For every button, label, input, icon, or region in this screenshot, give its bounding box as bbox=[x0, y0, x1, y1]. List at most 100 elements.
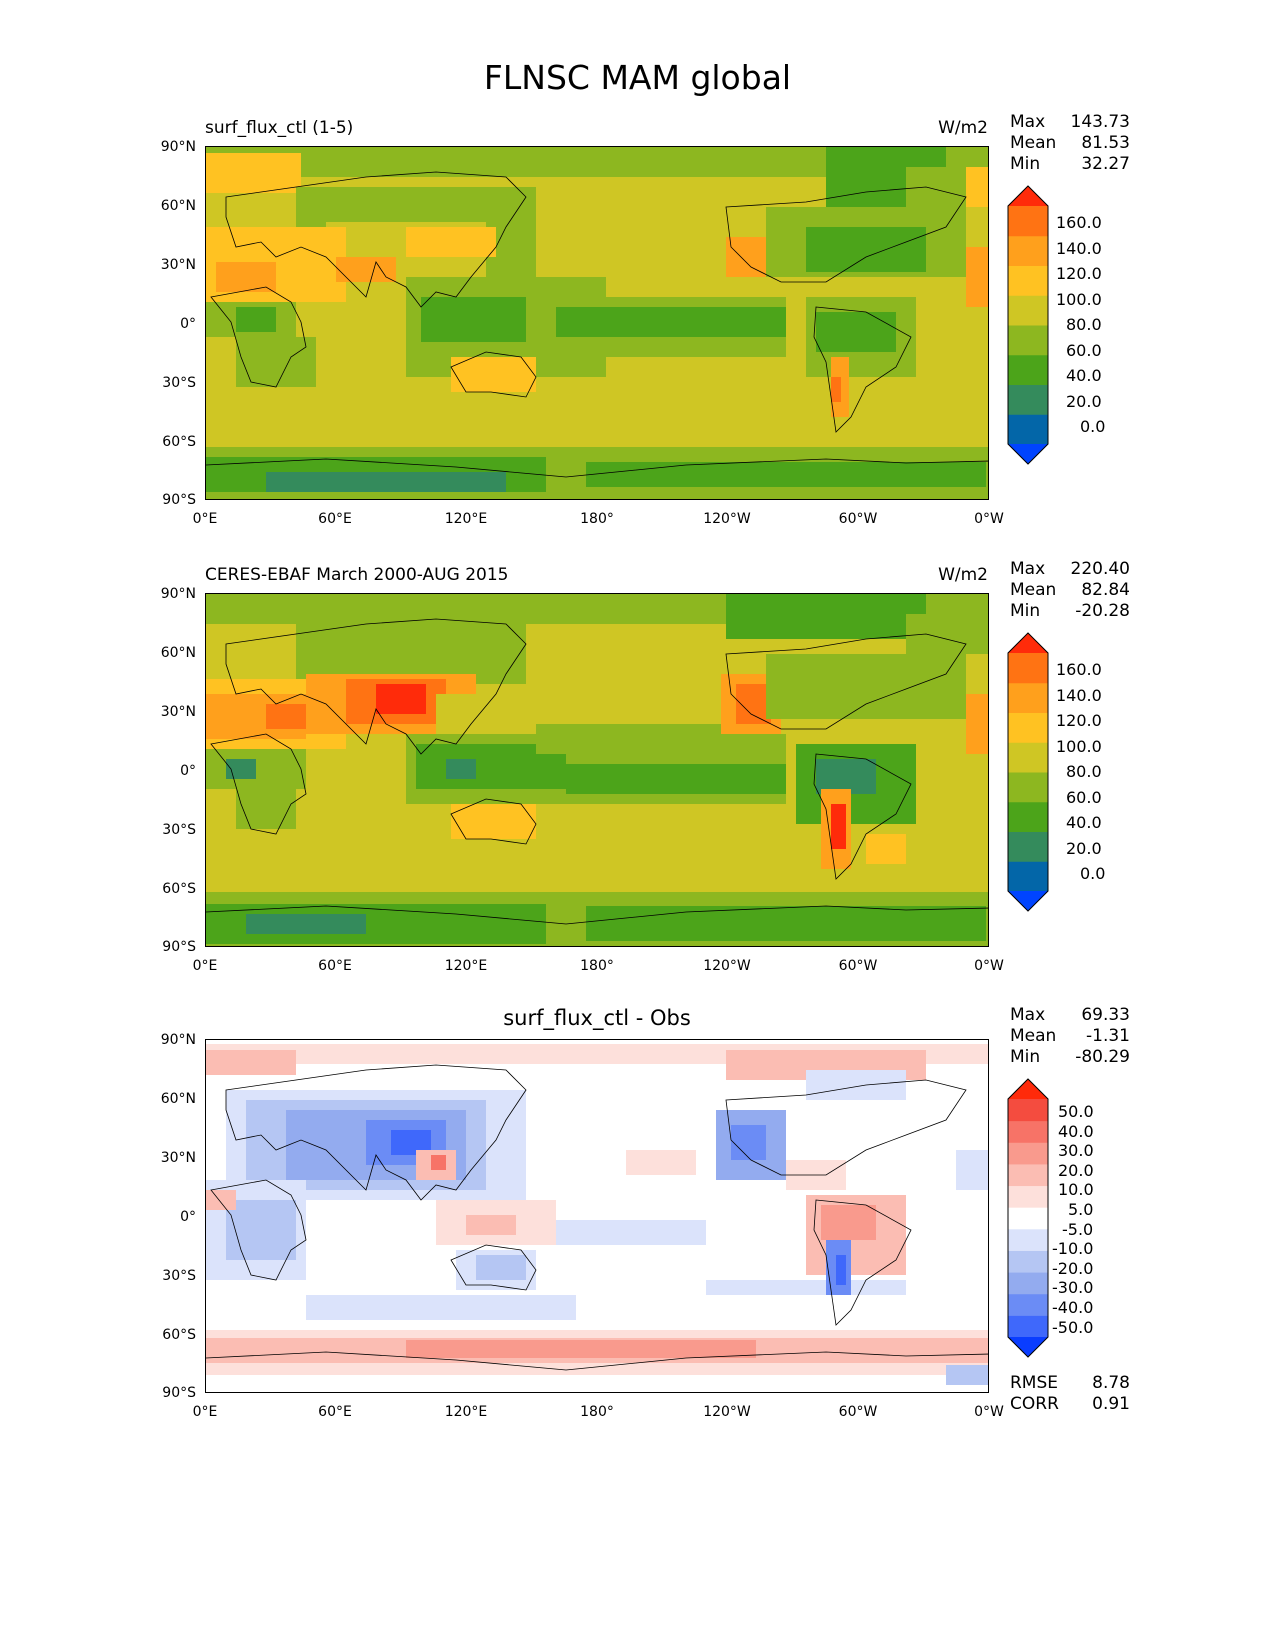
panel3-cbar-label: 50.0 bbox=[1058, 1102, 1094, 1121]
panel3-map bbox=[205, 1039, 989, 1393]
panel1-colorbar-svg bbox=[1007, 185, 1049, 465]
panel3-colorbar bbox=[1007, 1078, 1050, 1359]
panel3-lon-tick: 0°W bbox=[974, 1404, 1004, 1420]
panel3-lat-tick: 0° bbox=[180, 1209, 196, 1225]
panel3-lon-tick: 60°W bbox=[838, 1404, 878, 1420]
colorbar-segment bbox=[1008, 1120, 1048, 1143]
panel2-cbar-label: 60.0 bbox=[1066, 788, 1102, 807]
colorbar-segment bbox=[1008, 831, 1048, 862]
panel2-cbar-label: 140.0 bbox=[1056, 686, 1102, 705]
panel3-lat-tick: 60°N bbox=[160, 1091, 196, 1107]
colorbar-extend-min bbox=[1008, 444, 1048, 464]
panel3-lat-tick: 90°N bbox=[160, 1032, 196, 1048]
panel2-units: W/m2 bbox=[938, 565, 988, 585]
panel3-colorbar-svg bbox=[1007, 1078, 1049, 1358]
colorbar-segment bbox=[1008, 1185, 1048, 1208]
panel3-lat-tick: 30°N bbox=[160, 1150, 196, 1166]
panel1-colorbar bbox=[1007, 185, 1050, 466]
panel1-cbar-label: 120.0 bbox=[1056, 264, 1102, 283]
panel1-lon-tick: 60°W bbox=[838, 511, 878, 527]
panel3-max-value: 69.33 bbox=[1081, 1005, 1130, 1025]
panel1-cbar-label: 0.0 bbox=[1080, 417, 1106, 436]
colorbar-segment bbox=[1008, 354, 1048, 385]
panel2-lat-tick: 60°S bbox=[162, 881, 196, 897]
colorbar-extend-min bbox=[1008, 1337, 1048, 1357]
panel3-lon-tick: 0°E bbox=[192, 1404, 218, 1420]
colorbar-segment bbox=[1008, 1293, 1048, 1316]
panel1-lon-tick: 60°E bbox=[318, 511, 352, 527]
panel1-cbar-label: 100.0 bbox=[1056, 290, 1102, 309]
panel3-lon-tick: 120°W bbox=[703, 1404, 751, 1420]
panel3-mean-value: -1.31 bbox=[1086, 1026, 1130, 1046]
panel3-cbar-label: -10.0 bbox=[1052, 1239, 1094, 1258]
colorbar-segment bbox=[1008, 206, 1048, 237]
panel2-lon-tick: 60°E bbox=[318, 958, 352, 974]
panel2-lat-tick: 90°N bbox=[160, 586, 196, 602]
colorbar-extend-max bbox=[1008, 633, 1048, 653]
colorbar-segment bbox=[1008, 295, 1048, 326]
panel2-cbar-label: 80.0 bbox=[1066, 762, 1102, 781]
colorbar-segment bbox=[1008, 1272, 1048, 1295]
panel2-max-label: Max bbox=[1010, 559, 1046, 579]
colorbar-segment bbox=[1008, 325, 1048, 356]
panel2-lat-tick: 30°S bbox=[162, 822, 196, 838]
panel3-corr-label: CORR bbox=[1010, 1394, 1059, 1414]
panel1-cbar-label: 140.0 bbox=[1056, 239, 1102, 258]
panel2-cbar-label: 100.0 bbox=[1056, 737, 1102, 756]
panel3-map-svg bbox=[206, 1040, 988, 1392]
colorbar-segment bbox=[1008, 1099, 1048, 1122]
panel1-mean-value: 81.53 bbox=[1081, 133, 1130, 153]
panel1-lat-tick: 0° bbox=[180, 316, 196, 332]
panel2-map bbox=[205, 593, 989, 947]
colorbar-segment bbox=[1008, 265, 1048, 296]
colorbar-segment bbox=[1008, 1250, 1048, 1273]
panel2-lon-tick: 60°W bbox=[838, 958, 878, 974]
panel1-cbar-label: 80.0 bbox=[1066, 315, 1102, 334]
panel3-cbar-label: -20.0 bbox=[1052, 1259, 1094, 1278]
colorbar-outline bbox=[1007, 1078, 1049, 1358]
panel2-mean-label: Mean bbox=[1010, 580, 1057, 600]
panel3-lat-tick: 30°S bbox=[162, 1268, 196, 1284]
panel3-cbar-label: 10.0 bbox=[1058, 1180, 1094, 1199]
panel1-lon-tick: 120°W bbox=[703, 511, 751, 527]
panel2-left-title: CERES-EBAF March 2000-AUG 2015 bbox=[205, 565, 509, 585]
panel2-cbar-label: 160.0 bbox=[1056, 660, 1102, 679]
figure-title: FLNSC MAM global bbox=[483, 58, 792, 97]
colorbar-segment bbox=[1008, 712, 1048, 743]
panel1-map-svg bbox=[206, 147, 988, 499]
colorbar-outline bbox=[1007, 185, 1049, 465]
panel3-rmse-value: 8.78 bbox=[1092, 1373, 1130, 1393]
panel2-min-label: Min bbox=[1010, 601, 1041, 621]
panel3-max-label: Max bbox=[1010, 1005, 1046, 1025]
panel1-lat-tick: 60°S bbox=[162, 434, 196, 450]
panel3-rmse-label: RMSE bbox=[1010, 1373, 1059, 1393]
panel2-max-value: 220.40 bbox=[1070, 559, 1130, 579]
panel1-max-value: 143.73 bbox=[1070, 112, 1130, 132]
panel1-map bbox=[205, 146, 989, 500]
panel3-cbar-label: 20.0 bbox=[1058, 1161, 1094, 1180]
panel3-cbar-label: -50.0 bbox=[1052, 1318, 1094, 1337]
panel3-min-value: -80.29 bbox=[1075, 1047, 1130, 1067]
panel2-lon-tick: 0°W bbox=[974, 958, 1004, 974]
panel1-cbar-label: 40.0 bbox=[1066, 366, 1102, 385]
panel2-colorbar-svg bbox=[1007, 632, 1049, 912]
colorbar-segment bbox=[1008, 861, 1048, 892]
panel1-lat-tick: 30°N bbox=[160, 257, 196, 273]
panel3-cbar-label: -30.0 bbox=[1052, 1278, 1094, 1297]
panel1-min-label: Min bbox=[1010, 154, 1041, 174]
panel3-mean-label: Mean bbox=[1010, 1026, 1057, 1046]
panel2-lat-tick: 90°S bbox=[162, 939, 196, 955]
colorbar-segment bbox=[1008, 1163, 1048, 1187]
colorbar-segment bbox=[1008, 653, 1048, 684]
panel3-cbar-label: 40.0 bbox=[1058, 1122, 1094, 1141]
panel1-lat-tick: 60°N bbox=[160, 198, 196, 214]
colorbar-segment bbox=[1008, 1207, 1048, 1230]
colorbar-segment bbox=[1008, 742, 1048, 773]
panel2-cbar-label: 40.0 bbox=[1066, 813, 1102, 832]
panel1-cbar-label: 60.0 bbox=[1066, 341, 1102, 360]
panel2-lon-tick: 120°W bbox=[703, 958, 751, 974]
panel3-lat-tick: 60°S bbox=[162, 1327, 196, 1343]
panel3-min-label: Min bbox=[1010, 1047, 1041, 1067]
panel3-lon-tick: 60°E bbox=[318, 1404, 352, 1420]
panel1-lon-tick: 0°W bbox=[974, 511, 1004, 527]
